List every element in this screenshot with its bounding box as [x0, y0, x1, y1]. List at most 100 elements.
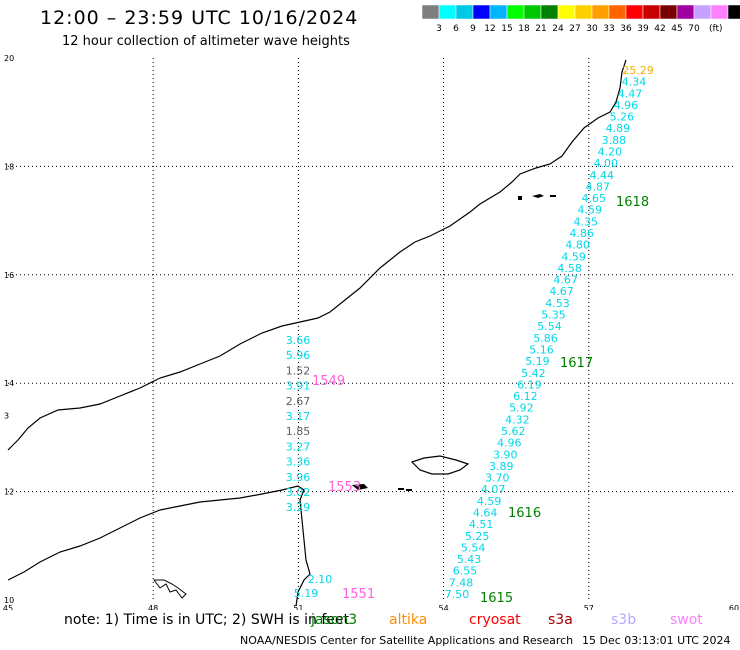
wave-height-value: 4.35 [573, 215, 598, 228]
lat-edge-label: 3 [4, 412, 9, 421]
track-time-label: 1551 [342, 587, 375, 602]
wave-height-value: 7.50 [445, 588, 470, 601]
wave-height-value: 4.89 [606, 122, 631, 135]
altimeter-tracks: 3.66 5.96 1.52 3.91 2.67 3.17 1.85 3.27 3.36 3.96… [286, 64, 654, 606]
lon-tick-label: 45 [3, 604, 13, 610]
islet-2 [398, 488, 404, 490]
map-title: 12:00 – 23:59 UTC 10/16/2024 [40, 7, 359, 29]
satellite-legend-s3a: s3a [548, 612, 573, 628]
wave-height-value: 4.59 [577, 204, 602, 217]
wave-height-value: 4.96 [614, 99, 639, 112]
wave-height-value: 5.86 [533, 332, 558, 345]
axis-tick-labels: 45 48 51 54 57 60 20 18 16 14 12 10 3 [3, 54, 739, 610]
wave-height-value: 3.70 [485, 472, 510, 485]
wave-height-value: 3.89 [489, 460, 514, 473]
colorbar-label: 36 [620, 24, 632, 34]
wave-height-value: 4.53 [545, 297, 570, 310]
bay-detail [153, 579, 187, 599]
wave-height-value: 4.34 [622, 76, 647, 89]
coastline [7, 59, 627, 607]
track-time-label: 1549 [312, 374, 345, 389]
wave-height-value: 4.32 [505, 413, 530, 426]
colorbar-label: 6 [453, 24, 459, 34]
lon-tick-label: 51 [293, 604, 303, 610]
somalia-coast [7, 59, 627, 451]
colorbar-swatch [727, 5, 740, 20]
note-text: note: 1) Time is in UTC; 2) SWH is in fe… [64, 612, 350, 628]
colorbar-label: 12 [484, 24, 495, 34]
wave-height-map: 3.66 5.96 1.52 3.91 2.67 3.17 1.85 3.27 3.36 3.96… [3, 54, 739, 610]
lat-tick-label: 10 [4, 596, 14, 605]
lon-tick-label: 48 [148, 604, 158, 610]
wave-height-value: 3.17 [286, 410, 311, 423]
islet-3 [406, 489, 412, 491]
wave-height-value: 3.02 [286, 486, 311, 499]
wave-height-value: 4.65 [582, 192, 607, 205]
wave-height-value: 3.88 [602, 134, 627, 147]
islet-6 [550, 195, 556, 197]
wave-height-value: 5.62 [501, 425, 526, 438]
wave-height-value: 3.66 [286, 334, 311, 347]
footer-timestamp: 15 Dec 03:13:01 UTC 2024 [582, 634, 731, 647]
wave-height-value: 6.19 [517, 378, 542, 391]
colorbar-label: 18 [518, 24, 530, 34]
wave-height-value: 2.67 [286, 395, 311, 408]
lat-tick-label: 16 [4, 271, 14, 280]
colorbar-label: 27 [569, 24, 580, 34]
wave-height-value: 5.19 [294, 587, 319, 600]
wave-height-value: 5.35 [541, 309, 566, 322]
track-time-label: 1616 [508, 506, 541, 521]
track-time-label: 1617 [560, 356, 593, 371]
wave-height-value: 3.96 [286, 471, 311, 484]
lat-tick-label: 12 [4, 488, 14, 497]
wave-height-value: 5.25 [465, 530, 490, 543]
wave-height-value: 4.51 [469, 518, 494, 531]
lat-tick-label: 20 [4, 54, 14, 63]
wave-height-value: 4.96 [497, 437, 522, 450]
horn-coast [7, 485, 311, 607]
colorbar-unit: (ft) [709, 24, 723, 34]
islet-5 [532, 194, 544, 198]
wave-height-value: 4.47 [618, 87, 643, 100]
map-subtitle: 12 hour collection of altimeter wave hei… [62, 34, 350, 49]
wave-height-value: 5.19 [525, 355, 550, 368]
wave-height-value: 4.44 [590, 169, 615, 182]
wave-height-value: 5.43 [457, 553, 482, 566]
wave-height-value: 3.27 [286, 440, 311, 453]
colorbar-label: 39 [637, 24, 649, 34]
wave-height-value: 4.86 [569, 227, 594, 240]
wave-height-value: 4.80 [565, 239, 590, 252]
wave-height-value: 5.54 [537, 320, 562, 333]
lat-tick-label: 18 [4, 162, 14, 171]
satellite-legend-swot: swot [670, 612, 703, 628]
wave-height-value: 3.29 [286, 501, 311, 514]
wave-height-value: 5.26 [610, 111, 635, 124]
wave-height-value: 1.52 [286, 364, 311, 377]
wave-height-value: 5.42 [521, 367, 546, 380]
wave-height-colorbar: 3 6 9 12 15 18 21 24 27 30 33 36 39 42 45 70 (ft) [422, 5, 740, 34]
wave-height-value: 6.55 [453, 565, 478, 578]
wave-height-value: 7.48 [449, 576, 474, 589]
colorbar-label: 3 [436, 24, 442, 34]
grid-lines [8, 58, 734, 600]
colorbar-label: 45 [671, 24, 682, 34]
socotra-island [410, 455, 470, 475]
colorbar-label: 21 [535, 24, 546, 34]
wave-height-value: 25.29 [622, 64, 654, 77]
wave-height-value: 6.12 [513, 390, 538, 403]
wave-height-value: 4.64 [473, 506, 498, 519]
wave-height-value: 3.36 [286, 456, 311, 469]
wave-height-value: 3.91 [286, 380, 311, 393]
wave-height-value: 4.59 [477, 495, 502, 508]
track-time-label: 1615 [480, 591, 513, 606]
wave-height-value: 4.58 [557, 262, 582, 275]
satellite-legend-cryosat: cryosat [469, 612, 521, 628]
wave-height-value: 4.20 [598, 146, 623, 159]
satellite-legend-altika: altika [389, 612, 428, 628]
wave-height-value: 5.54 [461, 541, 486, 554]
wave-height-value: 4.87 [586, 180, 611, 193]
lat-tick-label: 14 [4, 379, 14, 388]
footer-credit: NOAA/NESDIS Center for Satellite Applica… [240, 634, 574, 647]
wave-height-value: 5.16 [529, 343, 554, 356]
wave-height-value: 2.10 [308, 573, 333, 586]
